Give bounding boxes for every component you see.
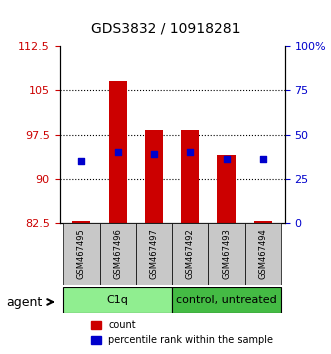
FancyBboxPatch shape bbox=[245, 223, 281, 285]
Text: GSM467492: GSM467492 bbox=[186, 229, 195, 279]
Text: GSM467495: GSM467495 bbox=[77, 229, 86, 279]
Text: GSM467494: GSM467494 bbox=[259, 229, 267, 279]
Point bbox=[188, 149, 193, 155]
Text: C1q: C1q bbox=[107, 295, 129, 305]
Text: control, untreated: control, untreated bbox=[176, 295, 277, 305]
Point bbox=[151, 151, 157, 157]
Text: GSM467493: GSM467493 bbox=[222, 229, 231, 279]
Legend: count, percentile rank within the sample: count, percentile rank within the sample bbox=[87, 316, 277, 349]
FancyBboxPatch shape bbox=[172, 223, 209, 285]
FancyBboxPatch shape bbox=[100, 223, 136, 285]
Bar bbox=[72, 221, 90, 223]
FancyBboxPatch shape bbox=[63, 223, 100, 285]
Text: GDS3832 / 10918281: GDS3832 / 10918281 bbox=[91, 21, 240, 35]
Text: GSM467497: GSM467497 bbox=[150, 229, 159, 279]
Bar bbox=[181, 130, 199, 223]
Point bbox=[224, 156, 229, 162]
FancyBboxPatch shape bbox=[136, 223, 172, 285]
Text: GSM467496: GSM467496 bbox=[113, 229, 122, 279]
Bar bbox=[109, 81, 127, 223]
FancyBboxPatch shape bbox=[63, 287, 172, 313]
FancyBboxPatch shape bbox=[172, 287, 281, 313]
Text: agent: agent bbox=[7, 296, 43, 309]
Point bbox=[79, 158, 84, 164]
Bar bbox=[145, 130, 163, 223]
Bar bbox=[254, 221, 272, 223]
Bar bbox=[217, 155, 236, 223]
Point bbox=[115, 149, 120, 155]
FancyBboxPatch shape bbox=[209, 223, 245, 285]
Point bbox=[260, 156, 265, 162]
